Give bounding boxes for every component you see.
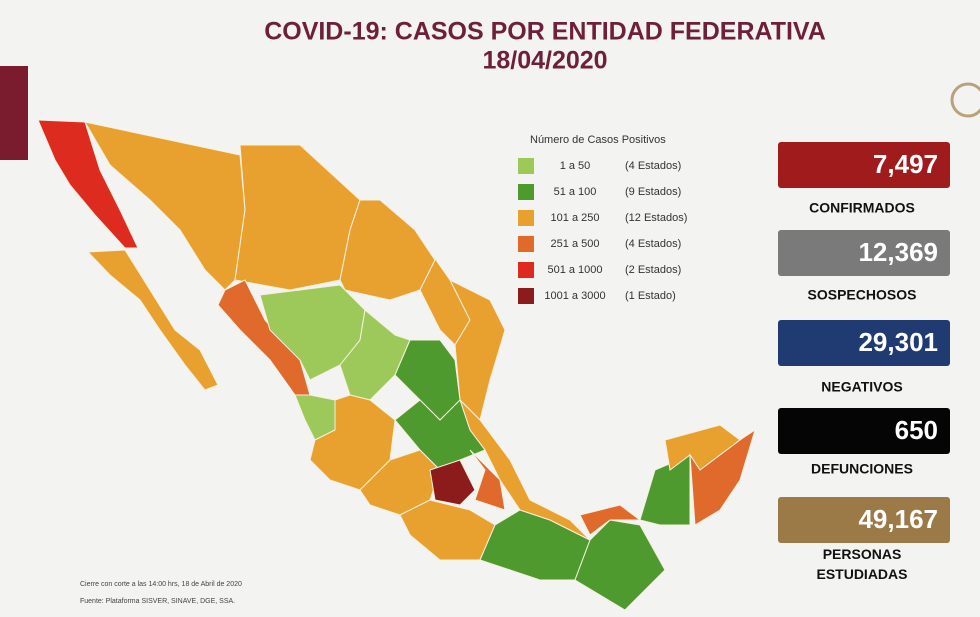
stat-label: SOSPECHOSOS <box>808 287 917 303</box>
legend-swatch <box>518 210 534 226</box>
stat-box <box>778 142 950 188</box>
stat-label: PERSONAS ESTUDIADAS <box>816 546 907 582</box>
stat-label: DEFUNCIONES <box>811 461 913 477</box>
legend-count: (12 Estados) <box>625 212 687 224</box>
stat-value: 29,301 <box>858 327 938 357</box>
legend-count: (2 Estados) <box>625 264 681 276</box>
stats: 7,497 CONFIRMADOS 12,369 SOSPECHOSOS 29,301 N… <box>778 142 950 582</box>
stat-value: 12,369 <box>858 237 938 267</box>
side-strip <box>0 66 28 160</box>
stat-box <box>778 230 950 276</box>
state <box>689 428 756 526</box>
date: 18/04/2020 <box>482 47 607 75</box>
state <box>639 454 691 526</box>
stat-box <box>778 497 950 543</box>
state <box>86 249 219 391</box>
legend-label: 501 a 1000 <box>547 264 602 276</box>
state <box>37 119 139 249</box>
stat-value: 7,497 <box>873 149 938 179</box>
legend-swatch <box>518 262 534 278</box>
legend-label: 251 a 500 <box>551 238 600 250</box>
source: Fuente: Plataforma SISVER, SINAVE, DGE, … <box>80 598 235 605</box>
legend-swatch <box>518 184 534 200</box>
legend-swatch <box>518 288 534 304</box>
map <box>37 119 756 611</box>
stat-label: CONFIRMADOS <box>809 200 915 216</box>
legend-count: (1 Estado) <box>625 290 676 302</box>
stat-box <box>778 408 950 454</box>
legend-label: 101 a 250 <box>551 212 600 224</box>
stat-value: 49,167 <box>858 504 938 534</box>
title: COVID-19: CASOS POR ENTIDAD FEDERATIVA <box>264 18 826 46</box>
legend-count: (9 Estados) <box>625 186 681 198</box>
stat-box <box>778 320 950 366</box>
legend-swatch <box>518 236 534 252</box>
legend-title: Número de Casos Positivos <box>530 134 666 146</box>
legend-label: 1 a 50 <box>560 160 591 172</box>
legend-swatch <box>518 158 534 174</box>
legend-label: 51 a 100 <box>554 186 597 198</box>
legend-count: (4 Estados) <box>625 238 681 250</box>
stat-value: 650 <box>895 415 938 445</box>
state <box>429 459 476 506</box>
legend-count: (4 Estados) <box>625 160 681 172</box>
legend: 1 a 50 (4 Estados) 51 a 100 (9 Estados) 101 … <box>518 158 687 304</box>
state <box>339 199 436 301</box>
state <box>394 399 486 471</box>
stat-label: NEGATIVOS <box>821 379 902 395</box>
state <box>469 449 506 511</box>
footnote: Cierre con corte a las 14:00 hrs, 18 de … <box>80 581 242 588</box>
legend-label: 1001 a 3000 <box>544 290 605 302</box>
state <box>579 504 642 536</box>
seal <box>950 82 980 118</box>
